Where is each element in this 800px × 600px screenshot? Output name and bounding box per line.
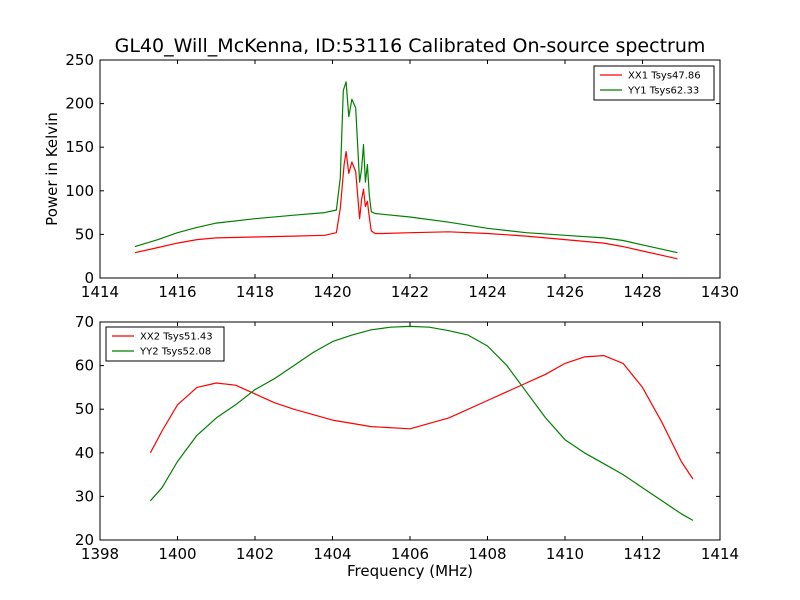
y-tick-label: 250 xyxy=(65,51,94,69)
x-tick-label: 1422 xyxy=(391,283,429,301)
x-tick-label: 1410 xyxy=(546,545,584,563)
legend: XX1 Tsys47.86 YY1 Tsys62.33 xyxy=(593,65,715,101)
x-tick-label: 1400 xyxy=(158,545,196,563)
legend-entry: YY2 Tsys52.08 xyxy=(139,347,211,358)
y-tick-label: 200 xyxy=(65,95,94,113)
legend-entry: XX2 Tsys51.43 xyxy=(140,332,213,343)
x-tick-label: 1404 xyxy=(313,545,351,563)
x-tick-label: 1424 xyxy=(468,283,506,301)
x-tick-label: 1430 xyxy=(701,283,739,301)
chart-title: GL40_Will_McKenna, ID:53116 Calibrated O… xyxy=(115,35,706,57)
x-axis-label: Frequency (MHz) xyxy=(347,562,473,580)
x-tick-label: 1402 xyxy=(236,545,274,563)
x-tick-label: 1420 xyxy=(313,283,351,301)
x-tick-label: 1398 xyxy=(81,545,119,563)
series-line-yy1 xyxy=(134,81,678,254)
bottom-panel: 1398 1400 1402 1404 1406 1408 1410 1412 1414 20 30… xyxy=(75,313,739,580)
legend-box xyxy=(105,326,225,362)
y-axis-label: Power in Kelvin xyxy=(43,112,61,226)
series-line-xx1 xyxy=(134,151,678,260)
y-tick-label: 40 xyxy=(75,444,94,462)
y-tick-label: 100 xyxy=(65,182,94,200)
y-tick-label: 70 xyxy=(75,313,94,331)
x-tick-label: 1426 xyxy=(546,283,584,301)
x-tick-label: 1418 xyxy=(236,283,274,301)
y-tick-label: 30 xyxy=(75,487,94,505)
x-tick-label: 1428 xyxy=(623,283,661,301)
legend-entry: YY1 Tsys62.33 xyxy=(627,86,699,97)
series-line-yy2 xyxy=(149,325,694,521)
y-tick-label: 50 xyxy=(75,225,94,243)
legend: XX2 Tsys51.43 YY2 Tsys52.08 xyxy=(105,326,225,362)
x-tick-label: 1408 xyxy=(468,545,506,563)
x-tick-label: 1414 xyxy=(81,283,119,301)
top-panel: 1414 1416 1418 1420 1422 1424 1426 1428 1430 0 50 1… xyxy=(43,51,739,301)
x-tick-label: 1406 xyxy=(391,545,429,563)
x-tick-label: 1416 xyxy=(158,283,196,301)
y-tick-label: 0 xyxy=(84,269,94,287)
legend-entry: XX1 Tsys47.86 xyxy=(628,71,701,82)
y-tick-label: 20 xyxy=(75,531,94,549)
y-tick-label: 150 xyxy=(65,138,94,156)
legend-box xyxy=(593,65,715,101)
x-tick-label: 1414 xyxy=(701,545,739,563)
x-tick-label: 1412 xyxy=(623,545,661,563)
y-tick-label: 50 xyxy=(75,400,94,418)
series-line-xx2 xyxy=(149,355,694,480)
y-tick-label: 60 xyxy=(75,357,94,375)
